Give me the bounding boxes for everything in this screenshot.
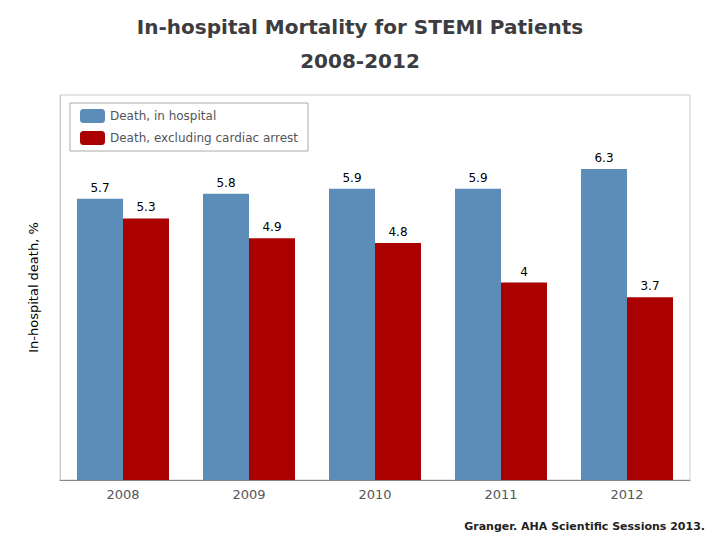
svg-text:In-hospital Mortality for STEM: In-hospital Mortality for STEMI Patients — [137, 15, 583, 39]
svg-text:5.7: 5.7 — [90, 181, 109, 195]
svg-text:2008-2012: 2008-2012 — [300, 49, 420, 73]
svg-text:2008: 2008 — [106, 487, 139, 502]
svg-text:5.8: 5.8 — [216, 176, 235, 190]
svg-text:Death, excluding cardiac arres: Death, excluding cardiac arrest — [110, 131, 298, 145]
svg-text:5.3: 5.3 — [136, 200, 155, 214]
svg-text:Death, in hospital: Death, in hospital — [110, 109, 216, 123]
svg-text:2010: 2010 — [358, 487, 391, 502]
svg-text:4.8: 4.8 — [388, 225, 407, 239]
svg-text:6.3: 6.3 — [594, 151, 613, 165]
svg-text:2012: 2012 — [610, 487, 643, 502]
svg-text:4.9: 4.9 — [262, 220, 281, 234]
svg-text:3.7: 3.7 — [640, 279, 659, 293]
svg-text:4: 4 — [520, 265, 528, 279]
svg-text:2009: 2009 — [232, 487, 265, 502]
svg-text:2011: 2011 — [484, 487, 517, 502]
svg-text:Granger. AHA Scientific Sessio: Granger. AHA Scientific Sessions 2013. — [464, 520, 705, 533]
svg-text:5.9: 5.9 — [342, 171, 361, 185]
svg-text:5.9: 5.9 — [468, 171, 487, 185]
svg-text:In-hospital death, %: In-hospital death, % — [26, 222, 41, 353]
